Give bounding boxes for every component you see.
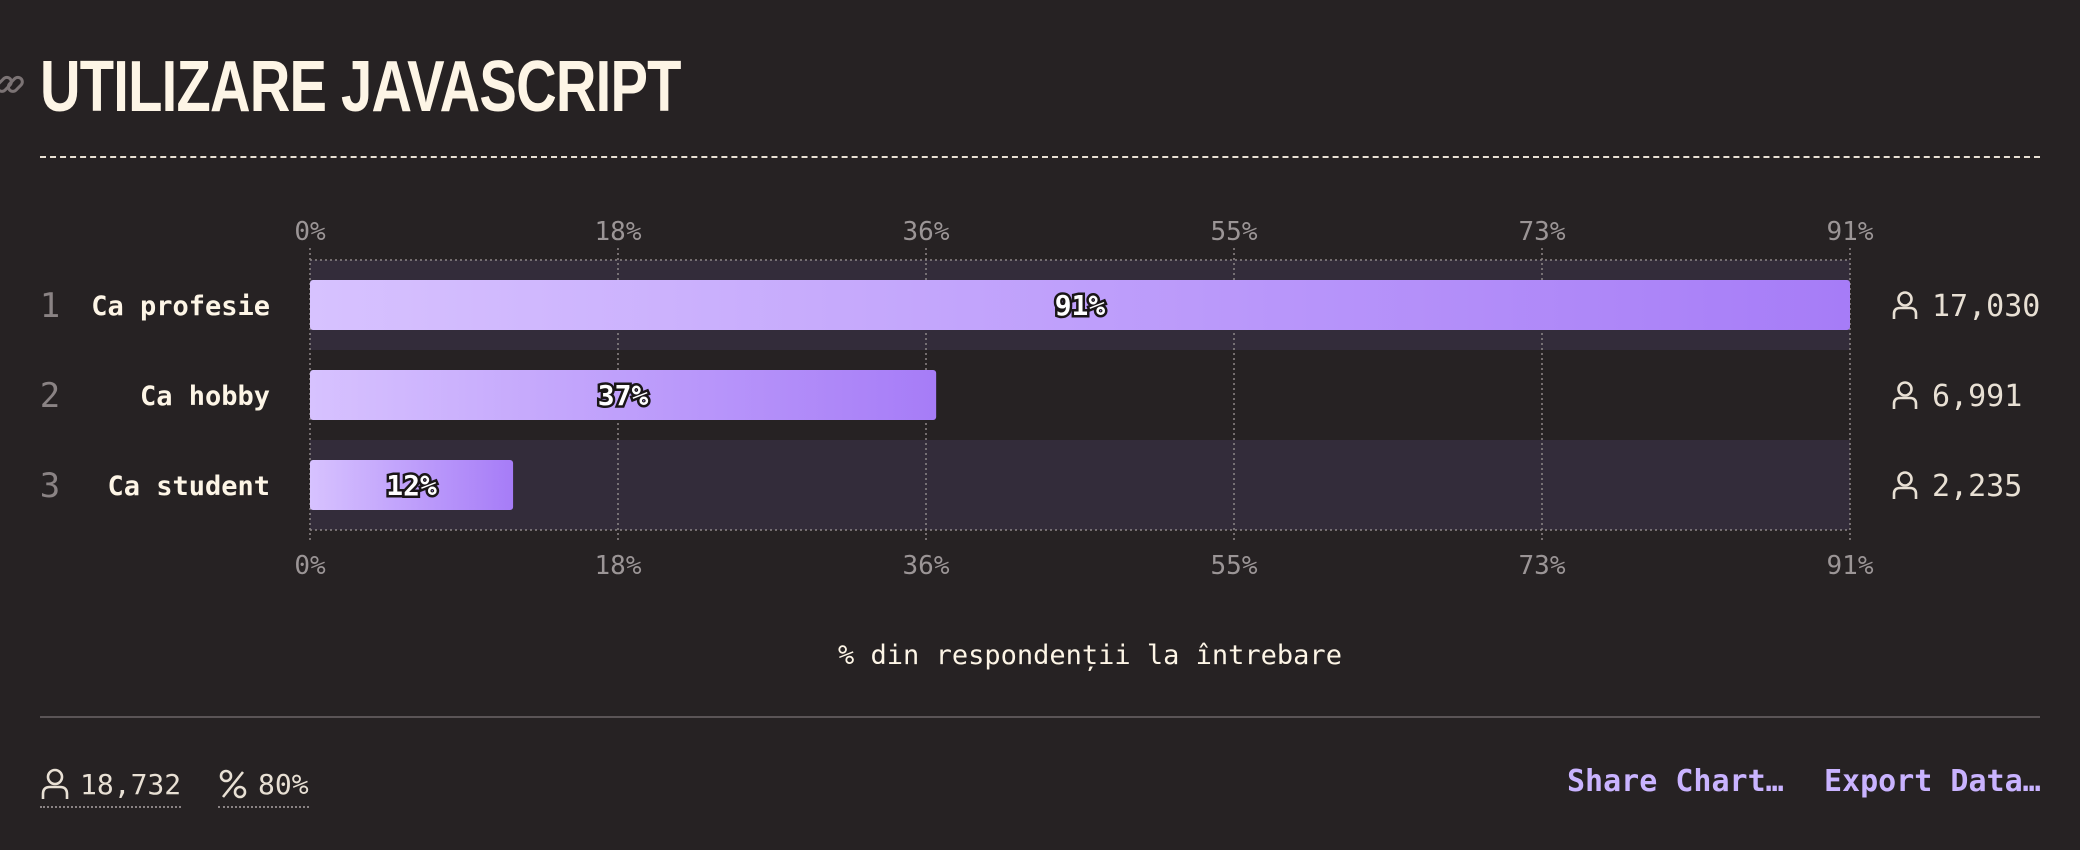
rank-label: 2 bbox=[40, 376, 60, 416]
user-icon bbox=[41, 768, 69, 799]
respondent-count: 17,030 bbox=[1932, 289, 2040, 324]
x-axis-title: % din respondenții la întrebare bbox=[838, 640, 1342, 671]
bar bbox=[310, 280, 1850, 330]
x-tick-label-top: 36% bbox=[903, 217, 950, 247]
bar bbox=[310, 370, 937, 420]
category-label: Ca student bbox=[107, 471, 270, 502]
user-icon bbox=[1892, 471, 1918, 499]
footer-divider bbox=[40, 716, 2040, 718]
chart: 0% 0% 18% 18% 36% 36% 55% 55% 73% 73% 91% 91% 1 Ca pr… bbox=[40, 217, 2041, 671]
respondent-count: 6,991 bbox=[1932, 379, 2022, 414]
user-icon bbox=[1892, 381, 1918, 409]
x-tick-label-bottom: 55% bbox=[1211, 551, 1258, 581]
completion-badge[interactable]: 80% bbox=[218, 764, 309, 808]
bar-value-label: 12% bbox=[386, 469, 437, 502]
export-data-button[interactable]: Export Data… bbox=[1824, 764, 2041, 799]
respondents-badge[interactable]: 18,732 bbox=[40, 764, 182, 808]
bar bbox=[310, 460, 514, 510]
bar-value-label: 37% bbox=[598, 379, 649, 412]
x-tick-label-top: 73% bbox=[1519, 217, 1566, 247]
x-tick-label-bottom: 36% bbox=[903, 551, 950, 581]
x-tick-label-top: 18% bbox=[595, 217, 642, 247]
x-tick-label-bottom: 91% bbox=[1827, 551, 1874, 581]
rank-label: 1 bbox=[40, 286, 60, 326]
row-band bbox=[310, 440, 1850, 530]
link-icon[interactable] bbox=[0, 68, 26, 100]
respondents-count: 18,732 bbox=[80, 767, 182, 801]
x-tick-label-top: 91% bbox=[1827, 217, 1874, 247]
x-tick-label-bottom: 73% bbox=[1519, 551, 1566, 581]
category-label: Ca profesie bbox=[91, 291, 270, 322]
respondent-count: 2,235 bbox=[1932, 469, 2022, 504]
x-tick-label-bottom: 18% bbox=[595, 551, 642, 581]
title-divider bbox=[40, 156, 2040, 158]
category-label: Ca hobby bbox=[140, 381, 270, 412]
user-icon bbox=[1892, 291, 1918, 319]
share-chart-button[interactable]: Share Chart… bbox=[1567, 764, 1784, 799]
percent-icon bbox=[219, 769, 247, 799]
rank-label: 3 bbox=[40, 466, 60, 506]
x-tick-label-top: 55% bbox=[1211, 217, 1258, 247]
page-title: UTILIZARE JAVASCRIPT bbox=[40, 47, 681, 127]
x-tick-label-top: 0% bbox=[294, 217, 326, 247]
completion-percent: 80% bbox=[258, 767, 309, 801]
bar-value-label: 91% bbox=[1055, 289, 1106, 322]
x-tick-label-bottom: 0% bbox=[294, 551, 326, 581]
